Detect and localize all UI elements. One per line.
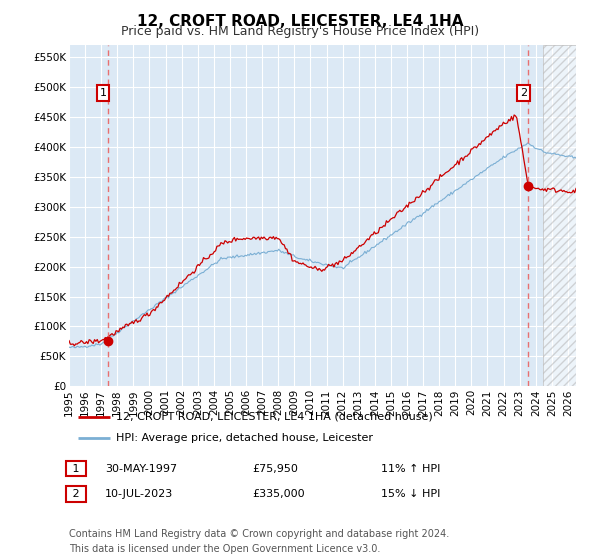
Text: 12, CROFT ROAD, LEICESTER, LE4 1HA: 12, CROFT ROAD, LEICESTER, LE4 1HA	[137, 14, 463, 29]
Text: 1: 1	[100, 88, 106, 98]
Text: 11% ↑ HPI: 11% ↑ HPI	[381, 464, 440, 474]
Text: Price paid vs. HM Land Registry's House Price Index (HPI): Price paid vs. HM Land Registry's House …	[121, 25, 479, 38]
Text: HPI: Average price, detached house, Leicester: HPI: Average price, detached house, Leic…	[116, 433, 373, 443]
Text: £335,000: £335,000	[252, 489, 305, 499]
Text: 12, CROFT ROAD, LEICESTER, LE4 1HA (detached house): 12, CROFT ROAD, LEICESTER, LE4 1HA (deta…	[116, 412, 433, 422]
Text: 10-JUL-2023: 10-JUL-2023	[105, 489, 173, 499]
Text: 2: 2	[520, 88, 527, 98]
Text: 1: 1	[69, 464, 83, 474]
Text: 15% ↓ HPI: 15% ↓ HPI	[381, 489, 440, 499]
Bar	[542, 45, 576, 386]
Text: 30-MAY-1997: 30-MAY-1997	[105, 464, 177, 474]
Text: 2: 2	[69, 489, 83, 499]
Bar	[542, 45, 576, 386]
Text: £75,950: £75,950	[252, 464, 298, 474]
Text: Contains HM Land Registry data © Crown copyright and database right 2024.
This d: Contains HM Land Registry data © Crown c…	[69, 529, 449, 554]
